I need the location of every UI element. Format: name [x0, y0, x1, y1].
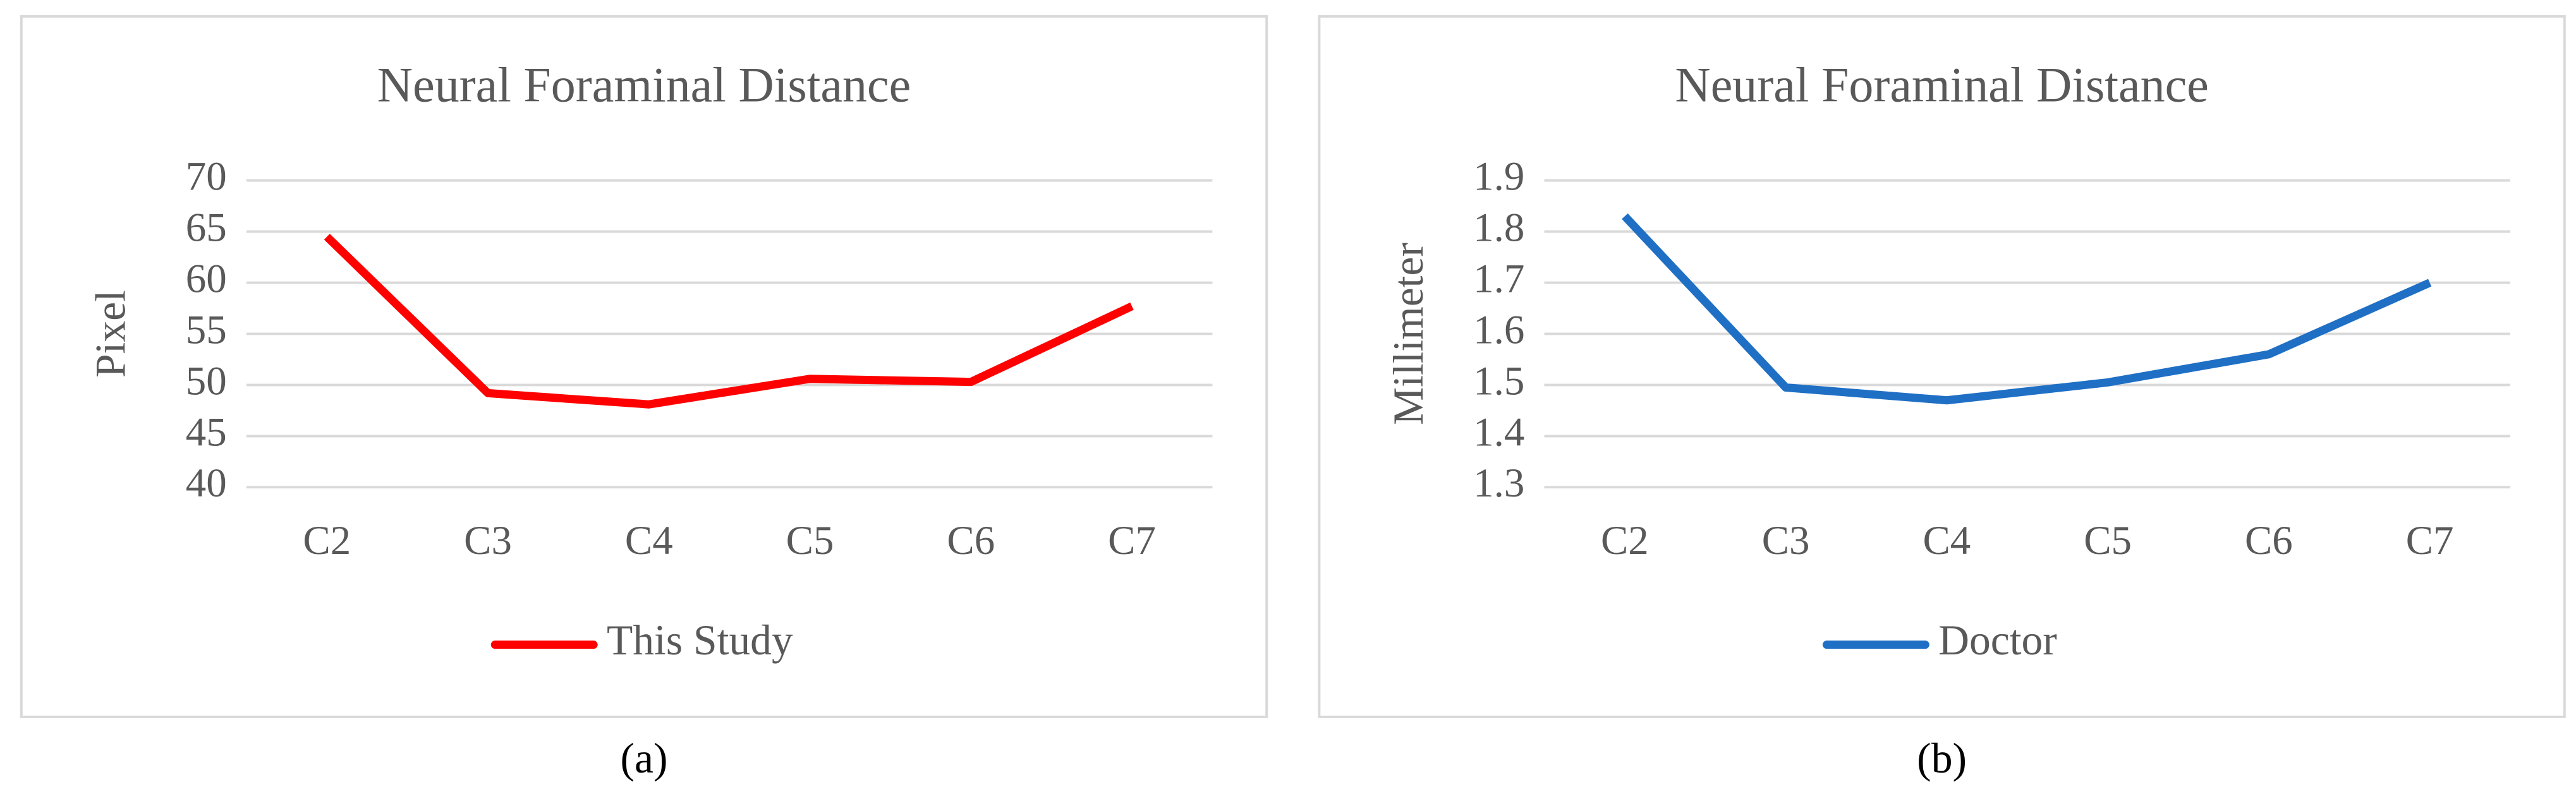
- y-tick-label: 1.9: [1473, 154, 1524, 200]
- y-tick-label: 70: [186, 154, 227, 200]
- chart-title: Neural Foraminal Distance: [1675, 58, 2208, 112]
- x-tick-label: C6: [947, 518, 995, 563]
- y-tick-label: 1.5: [1473, 358, 1524, 404]
- y-axis-label: Pixel: [87, 290, 134, 378]
- series-line: [324, 234, 1134, 409]
- caption: (b): [1917, 735, 1967, 782]
- x-tick-label: C5: [2084, 518, 2132, 563]
- legend-label: This Study: [607, 617, 793, 664]
- chart-frame: [1318, 15, 2566, 718]
- y-tick-label: 65: [186, 205, 227, 251]
- x-tick-label: C5: [786, 518, 834, 563]
- series-line: [1622, 213, 2432, 405]
- y-tick-label: 1.6: [1473, 307, 1524, 352]
- x-tick-label: C4: [625, 518, 673, 563]
- y-tick-label: 60: [186, 256, 227, 301]
- y-tick-label: 1.8: [1473, 205, 1524, 251]
- x-tick-label: C3: [1762, 518, 1810, 563]
- y-tick-label: 40: [186, 460, 227, 506]
- y-tick-label: 45: [186, 409, 227, 455]
- y-tick-label: 55: [186, 307, 227, 352]
- x-tick-label: C7: [2406, 518, 2454, 563]
- y-tick-label: 50: [186, 358, 227, 404]
- x-tick-label: C6: [2245, 518, 2293, 563]
- caption: (a): [620, 735, 667, 782]
- legend-label: Doctor: [1938, 617, 2057, 664]
- y-axis-label: Millimeter: [1385, 243, 1432, 425]
- x-tick-label: C4: [1923, 518, 1971, 563]
- x-tick-label: C2: [1601, 518, 1649, 563]
- x-tick-label: C2: [303, 518, 351, 563]
- y-tick-label: 1.4: [1473, 409, 1524, 455]
- chart-title: Neural Foraminal Distance: [377, 58, 911, 112]
- y-tick-label: 1.7: [1473, 256, 1524, 301]
- y-tick-label: 1.3: [1473, 460, 1524, 506]
- chart-frame: [20, 15, 1268, 718]
- x-tick-label: C3: [464, 518, 512, 563]
- x-tick-label: C7: [1108, 518, 1156, 563]
